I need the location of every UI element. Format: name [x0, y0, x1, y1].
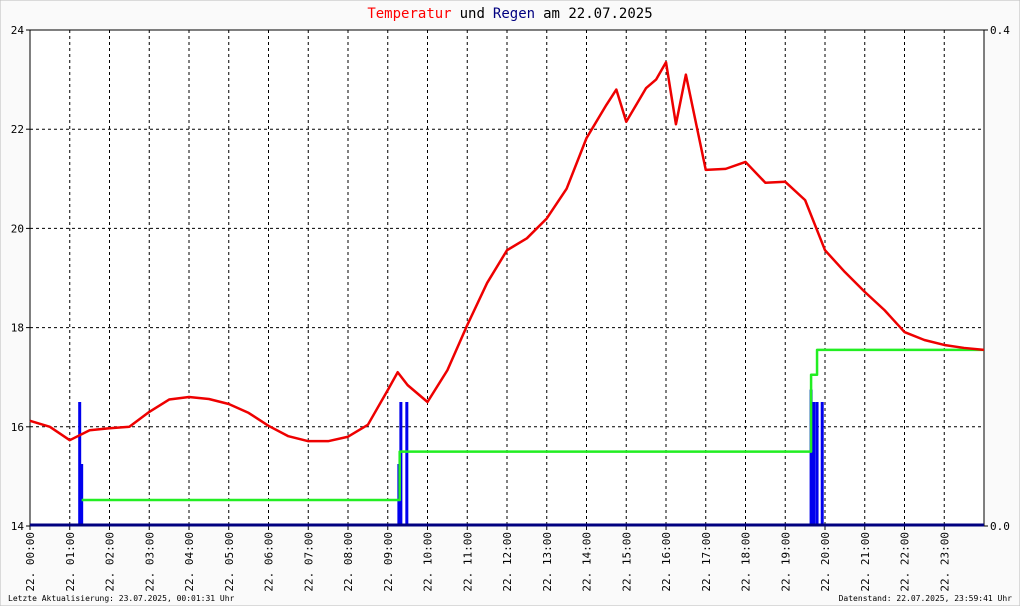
x-tick-label: 22. 16:00 — [660, 532, 673, 592]
x-tick-label: 22. 20:00 — [819, 532, 832, 592]
rain-bar — [78, 402, 82, 526]
x-tick-label: 22. 02:00 — [104, 532, 117, 592]
x-tick-label: 22. 03:00 — [143, 532, 156, 592]
y-tick-label: 24 — [11, 24, 25, 37]
x-tick-label: 22. 09:00 — [382, 532, 395, 592]
y2-tick-label: 0.4 — [990, 24, 1010, 37]
title-part: Temperatur — [367, 6, 451, 22]
title-part: am 22.07.2025 — [543, 6, 653, 22]
rain-bar — [815, 402, 819, 526]
chart-title: Temperatur und Regen am 22.07.2025 — [367, 6, 652, 22]
footer-left: Letzte Aktualisierung: 23.07.2025, 00:01… — [8, 594, 235, 603]
x-tick-label: 22. 07:00 — [302, 532, 315, 592]
x-tick-label: 22. 04:00 — [183, 532, 196, 592]
x-tick-label: 22. 11:00 — [461, 532, 474, 592]
rain-bar — [80, 464, 84, 526]
temperature-line — [29, 60, 985, 443]
y-tick-label: 18 — [11, 322, 24, 335]
x-tick-label: 22. 19:00 — [779, 532, 792, 592]
rain-bar — [809, 389, 813, 526]
title-part: und — [460, 6, 485, 22]
x-tick-label: 22. 23:00 — [938, 532, 951, 592]
title-part: Regen — [493, 6, 535, 22]
x-tick-label: 22. 15:00 — [620, 532, 633, 592]
rain-sum-line — [81, 348, 984, 502]
x-tick-label: 22. 10:00 — [422, 532, 435, 592]
x-tick-label: 22. 06:00 — [263, 532, 276, 592]
x-tick-label: 22. 21:00 — [859, 532, 872, 592]
y-tick-label: 20 — [11, 222, 24, 235]
rain-bar — [812, 402, 816, 526]
x-tick-label: 22. 01:00 — [64, 532, 77, 592]
rain-bar — [405, 402, 409, 526]
x-tick-label: 22. 17:00 — [700, 532, 713, 592]
x-tick-label: 22. 14:00 — [581, 532, 594, 592]
y2-tick-label: 0.0 — [990, 520, 1010, 533]
y-tick-label: 14 — [11, 520, 25, 533]
x-tick-label: 22. 00:00 — [24, 532, 37, 592]
rain-bar — [820, 402, 824, 526]
x-tick-label: 22. 22:00 — [899, 532, 912, 592]
y-tick-label: 22 — [11, 123, 24, 136]
x-tick-label: 22. 18:00 — [740, 532, 753, 592]
x-tick-label: 22. 08:00 — [342, 532, 355, 592]
footer-right: Datenstand: 22.07.2025, 23:59:41 Uhr — [839, 594, 1013, 603]
x-tick-label: 22. 13:00 — [541, 532, 554, 592]
x-tick-label: 22. 05:00 — [223, 532, 236, 592]
y-tick-label: 16 — [11, 421, 24, 434]
x-tick-label: 22. 12:00 — [501, 532, 514, 592]
